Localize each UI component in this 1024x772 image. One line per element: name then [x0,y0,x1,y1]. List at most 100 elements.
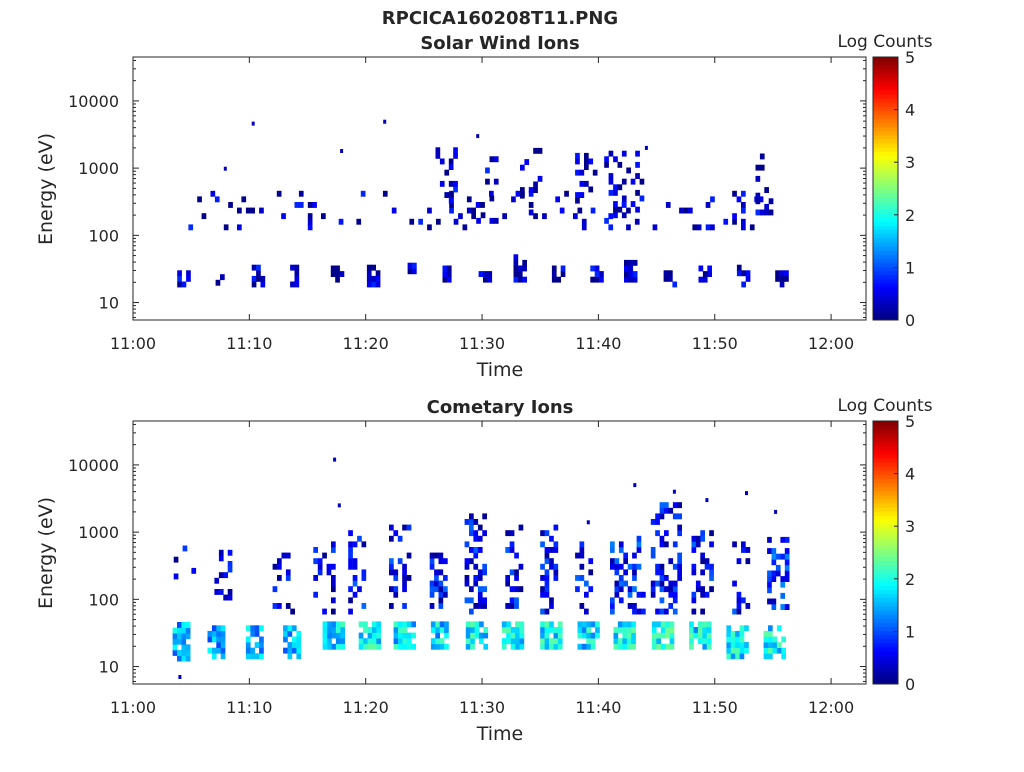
heatmap-cell [473,547,479,553]
heatmap-cell [622,627,628,633]
heatmap-cell [659,580,665,587]
heatmap-cell [549,627,554,633]
heatmap-cell [736,264,742,271]
colorbar-step [873,638,898,644]
colorbar-step [873,544,898,549]
heatmap-cell [560,271,566,277]
heatmap-cell [672,513,678,520]
colorbar-step [873,462,898,467]
heatmap-cell [768,653,773,660]
heatmap-cell [668,586,674,593]
heatmap-cell [489,217,495,224]
heatmap-cell [483,627,489,633]
heatmap-cell [691,569,697,576]
colorbar-tick-label: 2 [905,570,915,589]
heatmap-cell [283,636,288,643]
heatmap-cell [331,541,336,548]
heatmap-cell [352,558,358,565]
heatmap-cell [768,209,774,216]
heatmap-cell [290,608,295,615]
heatmap-cell [636,541,642,548]
heatmap-cell [702,638,708,645]
heatmap-cell [595,627,600,633]
heatmap-cell [588,158,594,165]
heatmap-cell [474,632,480,639]
colorbar-label: Log Counts [837,32,932,52]
heatmap-point [383,119,387,124]
heatmap-cell [250,647,255,654]
heatmap-cell [361,575,367,581]
heatmap-cell [764,187,769,193]
heatmap-cell [608,189,614,196]
heatmap-cell [650,586,656,593]
heatmap-cell [665,621,670,628]
heatmap-cell [493,217,499,224]
heatmap-point [672,489,676,494]
heatmap-cell [477,575,483,581]
heatmap-cell [442,276,448,283]
heatmap-cell [331,608,336,615]
heatmap-cell [509,541,515,548]
panel-cometary-ions: Cometary Ions 11:00 11:10 11:20 11:30 11:40 1… [35,396,933,745]
heatmap-cell [506,621,511,628]
heatmap-cell [480,212,486,219]
heatmap-cell [771,598,777,605]
colorbar-step [873,274,898,280]
heatmap-cell [444,643,449,650]
heatmap-cell [307,213,313,220]
heatmap-cell [704,591,710,598]
heatmap-cell [617,643,623,650]
colorbar-step [873,679,898,685]
heatmap-cell [402,632,408,639]
heatmap-cell [741,190,746,197]
panel-title: Solar Wind Ions [420,33,579,54]
heatmap-cell [272,603,278,609]
heatmap-cell [327,632,332,639]
heatmap-cell [784,570,790,577]
heatmap-cell [363,621,368,628]
heatmap-cell [735,653,740,660]
colorbar-step [873,642,898,648]
heatmap-cell [767,536,772,543]
x-tick-label: 11:20 [343,334,389,353]
heatmap-cell [635,206,640,213]
heatmap-cell [549,597,554,604]
heatmap-cell [469,608,474,615]
x-tick-label: 11:30 [459,334,505,353]
heatmap-cell [367,638,373,645]
heatmap-cell [473,575,479,581]
heatmap-cell [371,281,376,288]
heatmap-cell [636,608,642,615]
heatmap-cell [579,541,585,548]
heatmap-cell [613,201,618,207]
heatmap-cell [398,621,403,628]
y-tick-label: 10000 [68,456,119,475]
heatmap-cell [411,643,416,650]
colorbar-step [873,667,898,673]
heatmap-cell [698,276,704,283]
heatmap-cell [172,644,178,651]
heatmap-cell [331,563,336,570]
heatmap-cell [660,621,666,628]
colorbar-step [873,630,898,636]
heatmap-cell [691,535,697,542]
heatmap-cell [281,552,287,559]
heatmap-cell [259,625,264,632]
heatmap-cell [519,643,525,650]
heatmap-cell [464,597,470,604]
heatmap-cell [393,530,399,537]
heatmap-cell [197,196,202,203]
heatmap-cell [506,632,511,639]
heatmap-cell [277,558,282,565]
heatmap-cell [439,621,445,628]
heatmap-cell [439,158,445,165]
heatmap-cell [330,271,336,277]
heatmap-cell [632,552,637,559]
heatmap-cell [185,655,191,662]
heatmap-cell [610,603,615,609]
heatmap-cell [651,638,657,645]
heatmap-cell [220,636,226,643]
heatmap-cell [613,627,619,633]
heatmap-cell [406,643,412,650]
heatmap-cell [375,281,381,288]
